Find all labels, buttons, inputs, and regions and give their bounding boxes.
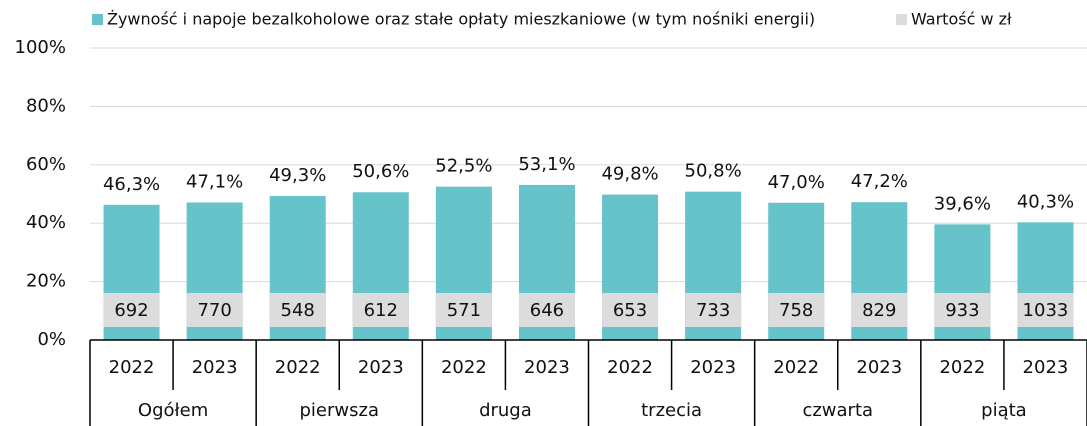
- legend-label: Żywność i napoje bezalkoholowe oraz stał…: [107, 10, 815, 29]
- data-label: 49,3%: [269, 165, 326, 186]
- value-box-label: 571: [447, 300, 481, 321]
- x-tick-label: 2023: [524, 357, 570, 378]
- value-box: [103, 293, 160, 327]
- value-box: [1017, 293, 1074, 327]
- x-tick-label: 2022: [441, 357, 487, 378]
- value-box: [435, 293, 492, 327]
- value-box-label: 548: [281, 300, 315, 321]
- y-tick-label: 20%: [26, 271, 66, 292]
- data-label: 49,8%: [601, 164, 658, 185]
- x-tick-label: 2023: [358, 357, 404, 378]
- value-box: [685, 293, 742, 327]
- value-box-label: 653: [613, 300, 647, 321]
- x-tick-label: 2023: [690, 357, 736, 378]
- value-box-label: 829: [862, 300, 896, 321]
- data-label: 40,3%: [1017, 191, 1074, 212]
- value-box-label: 612: [364, 300, 398, 321]
- y-tick-label: 100%: [15, 37, 66, 58]
- x-tick-label: 2023: [192, 357, 238, 378]
- y-tick-label: 40%: [26, 212, 66, 233]
- data-label: 50,8%: [685, 161, 742, 182]
- x-tick-label: 2023: [1023, 357, 1069, 378]
- value-box: [352, 293, 409, 327]
- x-tick-label: 2022: [773, 357, 819, 378]
- legend-swatch: [92, 14, 103, 25]
- value-box: [602, 293, 659, 327]
- legend-swatch: [896, 14, 907, 25]
- data-label: 50,6%: [352, 161, 409, 182]
- data-label: 47,2%: [851, 171, 908, 192]
- x-tick-label: 2022: [939, 357, 985, 378]
- value-box-label: 733: [696, 300, 730, 321]
- value-box: [934, 293, 991, 327]
- value-box: [518, 293, 575, 327]
- x-tick-label: 2022: [109, 357, 155, 378]
- value-box: [851, 293, 908, 327]
- group-label: trzecia: [641, 400, 702, 421]
- value-box-label: 646: [530, 300, 564, 321]
- value-box: [768, 293, 825, 327]
- value-box-label: 933: [945, 300, 979, 321]
- x-tick-label: 2022: [275, 357, 321, 378]
- data-label: 53,1%: [518, 154, 575, 175]
- value-box: [186, 293, 243, 327]
- data-label: 52,5%: [435, 156, 492, 177]
- x-tick-label: 2023: [856, 357, 902, 378]
- data-label: 47,0%: [768, 172, 825, 193]
- value-box-label: 758: [779, 300, 813, 321]
- value-box-label: 692: [114, 300, 148, 321]
- value-box: [269, 293, 326, 327]
- group-label: Ogółem: [138, 400, 208, 421]
- data-label: 39,6%: [934, 193, 991, 214]
- y-tick-label: 0%: [37, 329, 66, 350]
- group-label: druga: [479, 400, 532, 421]
- value-box-label: 1033: [1023, 300, 1069, 321]
- y-tick-label: 80%: [26, 95, 66, 116]
- group-label: piąta: [981, 400, 1027, 421]
- value-box-label: 770: [197, 300, 231, 321]
- x-tick-label: 2022: [607, 357, 653, 378]
- group-label: czwarta: [802, 400, 873, 421]
- data-label: 46,3%: [103, 174, 160, 195]
- y-tick-label: 60%: [26, 154, 66, 175]
- legend-label: Wartość w zł: [911, 10, 1012, 29]
- data-label: 47,1%: [186, 171, 243, 192]
- group-label: pierwsza: [300, 400, 379, 421]
